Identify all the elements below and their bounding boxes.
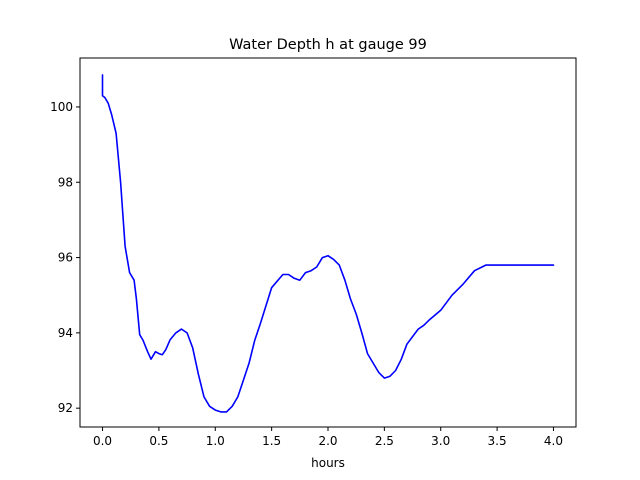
series-layer: [101, 74, 555, 413]
x-tick-label: 2.5: [375, 434, 394, 448]
x-tick-label: 4.0: [544, 434, 563, 448]
x-axis: 0.0 0.5 1.0 1.5 2.0 2.5 3.0 3.5 4.0: [93, 427, 563, 448]
x-tick-label: 2.0: [318, 434, 337, 448]
series-line-0: [101, 74, 555, 413]
chart-title: Water Depth h at gauge 99: [229, 37, 427, 53]
x-tick-label: 1.5: [262, 434, 281, 448]
x-tick-label: 3.0: [431, 434, 450, 448]
x-tick-label: 0.0: [93, 434, 112, 448]
plot-area: [80, 58, 576, 427]
y-tick-label: 98: [58, 175, 73, 189]
y-axis: 92 94 96 98 100: [50, 100, 80, 415]
x-tick-label: 0.5: [149, 434, 168, 448]
y-tick-label: 92: [58, 401, 73, 415]
y-tick-label: 96: [58, 251, 73, 265]
y-tick-label: 94: [58, 326, 73, 340]
x-tick-label: 3.5: [488, 434, 507, 448]
x-axis-label: hours: [311, 456, 345, 470]
y-tick-label: 100: [50, 100, 73, 114]
x-tick-label: 1.0: [206, 434, 225, 448]
